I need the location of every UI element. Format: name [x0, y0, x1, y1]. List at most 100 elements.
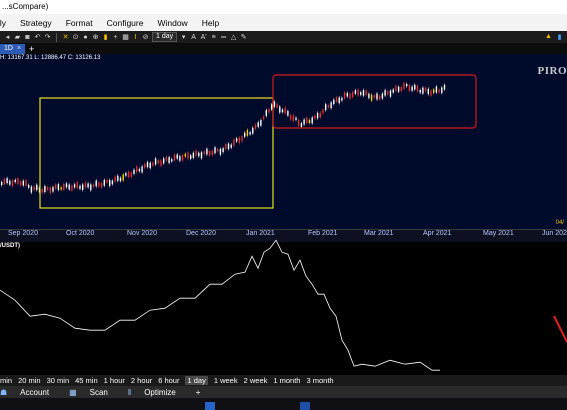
- undo-icon[interactable]: ↶: [34, 34, 41, 41]
- timeframe-30min[interactable]: 30 min: [46, 376, 70, 385]
- candle-body: [373, 95, 375, 98]
- menu-item-display[interactable]: ily: [0, 17, 7, 28]
- timeframe-6hour[interactable]: 6 hour: [158, 376, 180, 385]
- candle-body: [408, 85, 411, 91]
- crosshair-icon[interactable]: +: [113, 33, 118, 41]
- pen-icon[interactable]: ✎: [240, 34, 247, 41]
- folder-icon[interactable]: ▰: [14, 34, 21, 41]
- candle-body: [163, 158, 165, 164]
- timeframe-2hour[interactable]: 2 hour: [130, 376, 153, 385]
- timeframe-45min[interactable]: 45 min: [75, 376, 98, 385]
- candle-body: [276, 103, 278, 108]
- fill-icon[interactable]: △: [230, 34, 237, 41]
- candle-body: [246, 129, 249, 136]
- candle-body: [190, 155, 192, 159]
- indicator-panel[interactable]: [0, 241, 567, 375]
- draw-icon[interactable]: ⊘: [142, 34, 149, 41]
- camera-icon[interactable]: ◙: [25, 33, 30, 41]
- candle-body: [241, 136, 243, 142]
- candle-body: [295, 117, 297, 120]
- candle-body: [65, 183, 68, 188]
- candle-body: [376, 93, 378, 100]
- candle-body: [168, 157, 170, 163]
- month-label-jan-2021: Jan 2021: [246, 230, 275, 237]
- account-label: Account: [20, 387, 50, 397]
- candle-body: [3, 178, 6, 185]
- window-title: ...sCompare): [0, 0, 567, 14]
- timeframe-1week[interactable]: 1 week: [213, 376, 238, 385]
- optimize-button[interactable]: ‖ Optimize: [128, 388, 186, 397]
- font-size-icon[interactable]: A': [200, 33, 207, 41]
- candle-body: [370, 94, 373, 101]
- dropdown-arrow-icon[interactable]: ▾: [181, 34, 186, 41]
- optimize-label: Optimize: [144, 387, 176, 397]
- candle-body: [416, 85, 419, 92]
- candle-body: [73, 184, 76, 188]
- text-cursor-icon[interactable]: I: [134, 33, 137, 41]
- line-style-icon[interactable]: ═: [221, 33, 227, 41]
- menu-item-strategy[interactable]: Strategy: [20, 17, 52, 28]
- menu-item-help[interactable]: Help: [201, 17, 220, 28]
- timeframe-1hour[interactable]: 1 hour: [103, 376, 125, 385]
- zoom-icon[interactable]: ⊕: [92, 34, 99, 41]
- candle-body: [252, 127, 254, 134]
- candle-body: [381, 93, 384, 99]
- candle-body: [36, 184, 38, 190]
- history-icon[interactable]: ⊙: [72, 34, 79, 41]
- tab-1d[interactable]: 1D ×: [0, 43, 26, 54]
- font-icon[interactable]: A: [191, 33, 196, 41]
- timeframe-3month[interactable]: 3 month: [306, 376, 334, 385]
- candle-body: [403, 82, 405, 89]
- candle-body: [346, 92, 348, 97]
- candle-body: [427, 88, 429, 95]
- taskbar-app-icon-2[interactable]: [300, 402, 310, 410]
- candle-body: [406, 83, 408, 87]
- candle-body: [319, 112, 321, 118]
- candle-body: [230, 144, 232, 148]
- wand-icon[interactable]: ✕: [62, 34, 69, 41]
- align-icon[interactable]: ≡: [211, 33, 216, 41]
- scroll-left-icon[interactable]: ◂: [5, 34, 10, 41]
- menu-item-configure[interactable]: Configure: [106, 17, 144, 28]
- circle-icon[interactable]: ●: [83, 33, 88, 41]
- candle-body: [435, 86, 438, 93]
- candle-body: [333, 99, 335, 105]
- menu-item-format[interactable]: Format: [65, 17, 93, 28]
- candle-body: [84, 182, 87, 188]
- price-chart-panel[interactable]: [0, 54, 567, 230]
- timeframe-1day[interactable]: 1 day: [185, 376, 208, 385]
- timeframe-20min[interactable]: 20 min: [18, 376, 41, 385]
- timeframe-min[interactable]: min: [0, 376, 13, 385]
- timeframe-select[interactable]: 1 day: [152, 32, 178, 42]
- candle-body: [395, 85, 397, 92]
- timeframe-2week[interactable]: 2 week: [243, 376, 268, 385]
- indicator-title: /USDT): [0, 243, 20, 249]
- account-button[interactable]: ☗ Account: [0, 388, 59, 397]
- add-panel-button[interactable]: +: [195, 387, 201, 397]
- candle-body: [109, 180, 111, 187]
- candle-body: [335, 97, 338, 102]
- grid-icon[interactable]: ▦: [122, 34, 129, 41]
- candle-body: [287, 111, 289, 116]
- candle-body: [352, 92, 354, 98]
- candle-body: [165, 156, 168, 161]
- candle-body: [389, 90, 392, 97]
- scan-button[interactable]: ▦ Scan: [69, 388, 118, 397]
- candle-body: [25, 180, 27, 186]
- candle-body: [195, 150, 197, 156]
- bars-icon[interactable]: ▮: [557, 33, 562, 41]
- candle-body: [260, 120, 262, 126]
- redo-icon[interactable]: ↷: [44, 34, 51, 41]
- taskbar-app-icon[interactable]: [205, 402, 215, 410]
- candle-body: [141, 166, 143, 173]
- close-icon[interactable]: ×: [16, 44, 22, 52]
- candle-body: [397, 86, 400, 92]
- candle-body: [433, 89, 435, 93]
- alert-icon[interactable]: ▲: [545, 33, 552, 40]
- indicator-icon[interactable]: ▮: [103, 34, 108, 41]
- candle-body: [44, 186, 46, 193]
- menu-item-window[interactable]: Window: [157, 17, 188, 28]
- timeframe-1month[interactable]: 1 month: [273, 376, 301, 385]
- add-tab-button[interactable]: +: [29, 43, 35, 54]
- candle-body: [238, 137, 240, 144]
